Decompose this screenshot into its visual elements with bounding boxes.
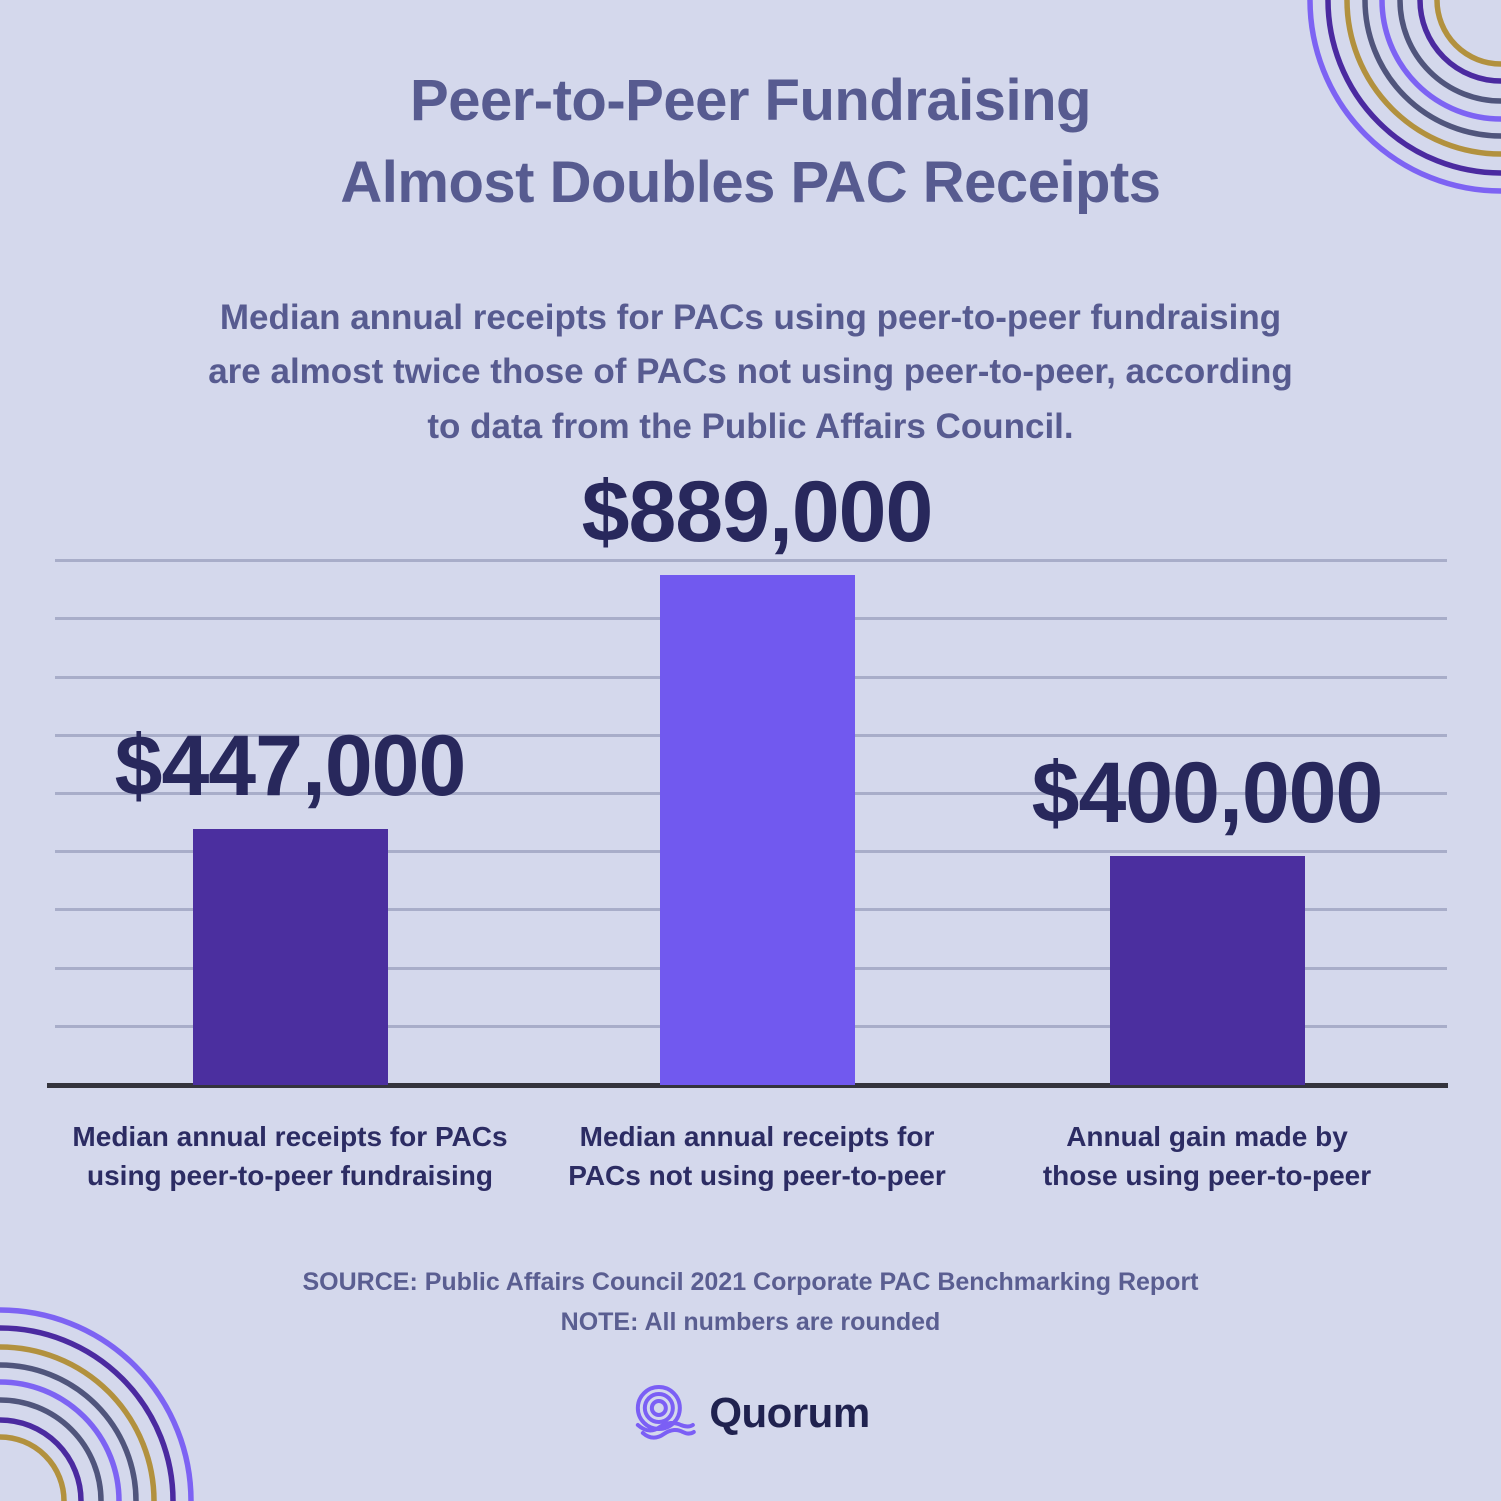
quorum-logo-text: Quorum: [709, 1389, 870, 1436]
note-text: NOTE: All numbers are rounded: [560, 1308, 941, 1336]
bar-category-label-2: Median annual receipts for PACs not usin…: [568, 1121, 946, 1192]
source-text: SOURCE: Public Affairs Council 2021 Corp…: [302, 1268, 1199, 1296]
bar-2: [659, 575, 855, 1085]
page-title: Peer-to-Peer Fundraising Almost Doubles …: [340, 68, 1161, 216]
bar-1: [192, 829, 388, 1085]
bar-value-label-1: $447,000: [114, 718, 467, 814]
x-axis-line: [47, 1083, 1448, 1088]
bar-category-label-1: Median annual receipts for PACs using pe…: [72, 1121, 508, 1192]
gridline: [55, 559, 1447, 563]
bar-3: [1109, 856, 1305, 1085]
quorum-logo: Quorum: [631, 1384, 870, 1442]
page-subtitle: Median annual receipts for PACs using pe…: [208, 298, 1293, 446]
bar-value-label-3: $400,000: [1031, 745, 1384, 841]
bar-value-label-2: $889,000: [581, 464, 934, 560]
bar-category-label-3: Annual gain made by those using peer-to-…: [1042, 1121, 1372, 1192]
quorum-logo-icon: [635, 1385, 696, 1440]
